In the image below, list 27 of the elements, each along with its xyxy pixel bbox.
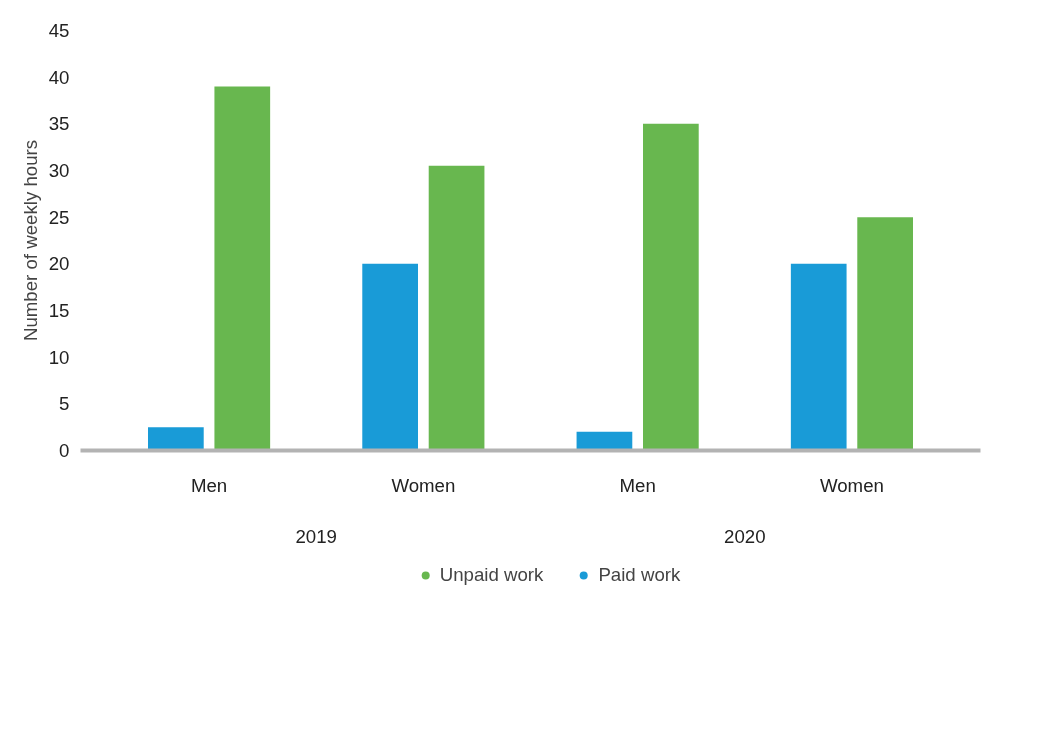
y-tick-label: 0 (59, 440, 70, 461)
x-tick-label: Women (391, 474, 456, 496)
y-tick-label: 15 (48, 300, 70, 321)
y-tick-label: 40 (48, 66, 70, 88)
y-tick-label: 30 (48, 160, 70, 181)
y-tick-label: 35 (48, 113, 70, 135)
y-tick-label: 10 (48, 346, 70, 368)
text: 2019 (295, 525, 337, 547)
x-tick-label: Men (190, 474, 228, 496)
bar (214, 86, 271, 451)
x-tick-label: Men (619, 474, 656, 496)
bar (576, 431, 633, 451)
x-tick-label: Women (819, 474, 884, 496)
bar (857, 217, 913, 451)
text: 2020 (724, 525, 766, 547)
bar (428, 165, 485, 451)
y-tick-label: 5 (59, 393, 70, 415)
legend-label: Unpaid work (439, 564, 544, 586)
bar (790, 263, 847, 451)
bar (362, 263, 418, 451)
bar (643, 123, 699, 451)
y-axis-title: Number of weekly hours (19, 139, 41, 342)
y-tick-label: 25 (48, 206, 70, 228)
legend-label: Paid work (598, 564, 681, 586)
y-tick-label: 45 (48, 20, 70, 41)
bar (148, 427, 204, 451)
y-tick-label: 20 (48, 253, 70, 275)
